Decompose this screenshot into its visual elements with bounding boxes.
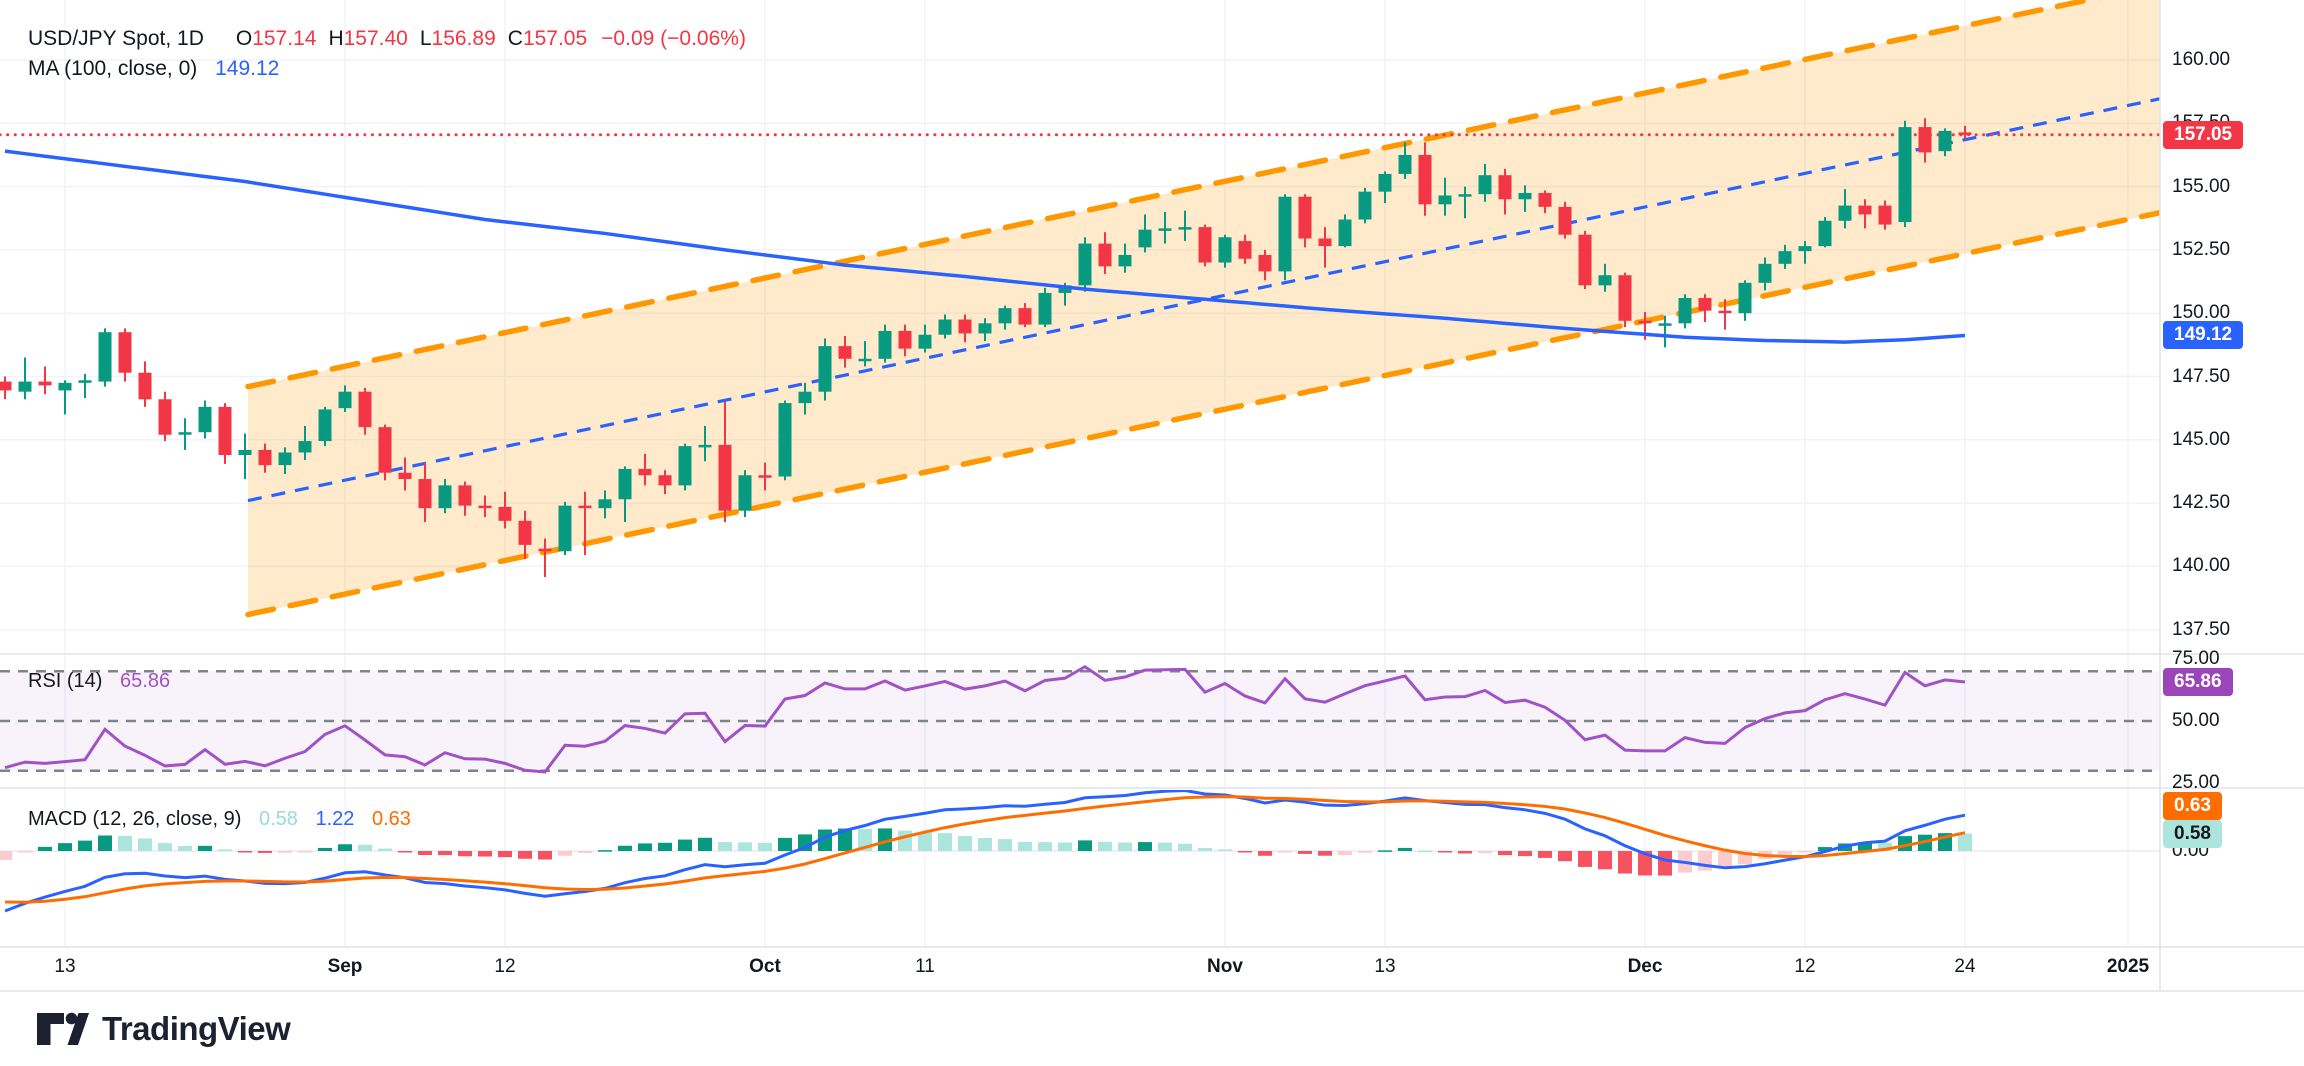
macd-line	[4, 790, 1966, 913]
rsi-pane[interactable]	[0, 664, 2160, 774]
macd-signal-line	[4, 795, 1966, 904]
rsi-line	[4, 664, 1966, 774]
ascending-channel[interactable]	[245, 0, 2160, 618]
macd-pane[interactable]	[0, 790, 1972, 913]
candlestick-series[interactable]	[0, 118, 1972, 578]
ma100-line[interactable]	[4, 149, 1966, 344]
